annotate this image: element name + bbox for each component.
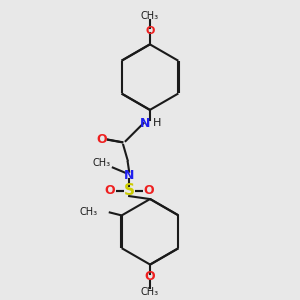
Text: O: O [96,133,107,146]
Text: O: O [144,184,154,197]
Text: CH₃: CH₃ [141,287,159,298]
Text: N: N [140,117,151,130]
Text: CH₃: CH₃ [93,158,111,168]
Text: CH₃: CH₃ [141,11,159,21]
Text: O: O [145,271,155,284]
Text: O: O [104,184,115,197]
Text: H: H [153,118,162,128]
Text: CH₃: CH₃ [80,208,98,218]
Text: N: N [124,169,134,182]
Text: S: S [124,183,135,198]
Text: O: O [145,26,155,36]
